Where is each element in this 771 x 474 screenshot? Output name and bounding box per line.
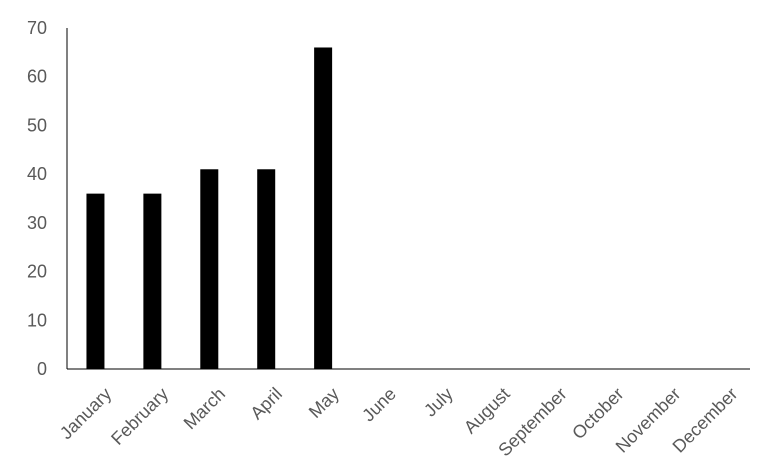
y-tick-label: 40 — [27, 164, 47, 184]
y-tick-label: 0 — [37, 359, 47, 379]
bar-april — [257, 169, 276, 369]
x-tick-label: March — [180, 384, 230, 434]
x-tick-label: August — [460, 384, 514, 438]
x-tick-label: July — [420, 384, 457, 421]
y-axis-tick-labels: 0 10 20 30 40 50 60 70 — [27, 18, 47, 379]
y-tick-label: 60 — [27, 67, 47, 87]
bar-series — [86, 47, 333, 369]
bar-march — [200, 169, 219, 369]
y-tick-label: 10 — [27, 310, 47, 330]
bar-february — [143, 193, 162, 369]
y-tick-label: 50 — [27, 115, 47, 135]
x-tick-label: June — [358, 384, 400, 426]
y-tick-label: 70 — [27, 18, 47, 38]
y-tick-label: 30 — [27, 213, 47, 233]
bar-january — [86, 193, 105, 369]
bar-may — [314, 47, 333, 369]
y-tick-label: 20 — [27, 262, 47, 282]
x-tick-label: April — [246, 384, 286, 424]
x-tick-label: May — [305, 384, 343, 422]
x-tick-label: February — [107, 384, 172, 449]
